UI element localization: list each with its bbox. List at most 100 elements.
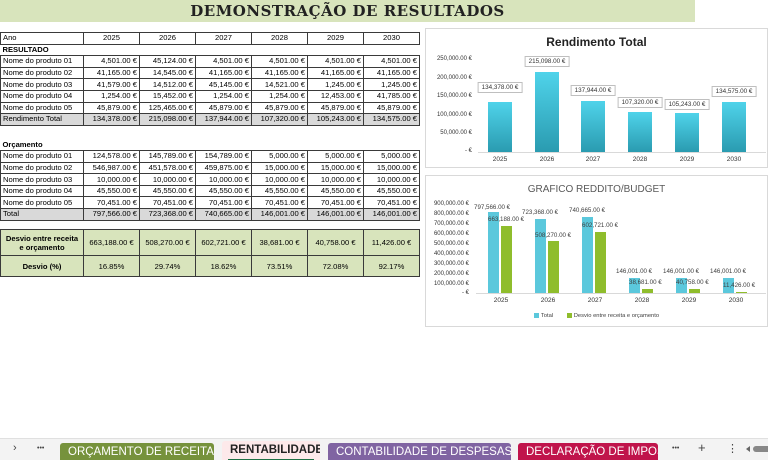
desvio-amount-cell[interactable]: 38,681.00 €	[251, 229, 308, 256]
desvio-percent-cell[interactable]: 16.85%	[83, 255, 140, 277]
desvio-amount-cell[interactable]: 663,188.00 €	[83, 229, 140, 256]
row-label[interactable]: Nome do produto 02	[0, 66, 84, 80]
value-cell[interactable]: 45,879.00 €	[195, 101, 252, 115]
total-bar-2029[interactable]	[676, 278, 687, 293]
value-cell[interactable]: 1,254.00 €	[195, 89, 252, 103]
value-cell[interactable]: 1,245.00 €	[307, 78, 364, 91]
value-cell[interactable]: 10,000.00 €	[83, 173, 140, 186]
more-sheets-right-icon[interactable]: •••	[672, 445, 680, 452]
desvio-percent-cell[interactable]: 73.51%	[251, 255, 308, 277]
value-cell[interactable]: 154,789.00 €	[195, 150, 252, 163]
value-cell[interactable]: 4,501.00 €	[307, 55, 364, 68]
value-cell[interactable]: 15,000.00 €	[307, 161, 364, 175]
row-label[interactable]: Nome do produto 05	[0, 196, 84, 210]
desvio-amount-label[interactable]: Desvio entre receita e orçamento	[0, 229, 84, 256]
scrollbar-handle[interactable]	[746, 446, 750, 452]
bar-2026[interactable]	[535, 72, 559, 152]
desvio-amount-cell[interactable]: 11,426.00 €	[363, 229, 420, 256]
bar-2025[interactable]	[488, 102, 512, 152]
value-cell[interactable]: 45,124.00 €	[139, 55, 196, 68]
total-cell[interactable]: 134,575.00 €	[363, 113, 420, 126]
year-cell[interactable]: 2025	[83, 32, 140, 45]
value-cell[interactable]: 124,578.00 €	[83, 150, 140, 163]
value-cell[interactable]: 45,550.00 €	[83, 184, 140, 198]
total-cell[interactable]: 105,243.00 €	[307, 113, 364, 126]
value-cell[interactable]: 70,451.00 €	[83, 196, 140, 210]
value-cell[interactable]: 15,000.00 €	[363, 161, 420, 175]
desvio-amount-cell[interactable]: 508,270.00 €	[139, 229, 196, 256]
value-cell[interactable]: 4,501.00 €	[83, 55, 140, 68]
value-cell[interactable]: 125,465.00 €	[139, 101, 196, 115]
total-bar-2030[interactable]	[723, 278, 734, 293]
legend-item-total[interactable]: Total	[533, 313, 553, 319]
row-label[interactable]: Nome do produto 04	[0, 184, 84, 198]
value-cell[interactable]: 41,165.00 €	[83, 66, 140, 80]
total-label[interactable]: Total	[0, 208, 84, 221]
value-cell[interactable]: 1,254.00 €	[83, 89, 140, 103]
total-bar-2026[interactable]	[535, 219, 546, 293]
total-bar-2028[interactable]	[629, 278, 640, 293]
value-cell[interactable]: 1,254.00 €	[251, 89, 308, 103]
value-cell[interactable]: 546,987.00 €	[83, 161, 140, 175]
value-cell[interactable]: 4,501.00 €	[251, 55, 308, 68]
row-label[interactable]: Nome do produto 03	[0, 173, 84, 186]
value-cell[interactable]: 45,550.00 €	[251, 184, 308, 198]
total-cell[interactable]: 723,368.00 €	[139, 208, 196, 221]
value-cell[interactable]: 70,451.00 €	[363, 196, 420, 210]
desvio-bar-2026[interactable]	[548, 241, 559, 293]
total-cell[interactable]: 146,001.00 €	[363, 208, 420, 221]
value-cell[interactable]: 15,000.00 €	[251, 161, 308, 175]
desvio-percent-cell[interactable]: 72.08%	[307, 255, 364, 277]
tab-orcamento-de-receitas[interactable]: ORÇAMENTO DE RECEITAS	[60, 443, 214, 460]
total-cell[interactable]: 134,378.00 €	[83, 113, 140, 126]
value-cell[interactable]: 45,550.00 €	[307, 184, 364, 198]
year-cell[interactable]: 2028	[251, 32, 308, 45]
row-label[interactable]: Nome do produto 04	[0, 89, 84, 103]
row-label[interactable]: Nome do produto 01	[0, 150, 84, 163]
bar-2030[interactable]	[722, 102, 746, 152]
rendimento-total-chart[interactable]: Rendimento Total 250,000.00 € 200,000.00…	[425, 28, 768, 168]
bar-2028[interactable]	[628, 112, 652, 152]
tab-contabilidade-de-despesas[interactable]: CONTABILIDADE DE DESPESAS	[328, 443, 511, 460]
tab-rentabilidade[interactable]: RENTABILIDADE	[222, 441, 320, 460]
total-cell[interactable]: 740,665.00 €	[195, 208, 252, 221]
value-cell[interactable]: 41,165.00 €	[195, 66, 252, 80]
total-bar-2027[interactable]	[582, 217, 593, 293]
value-cell[interactable]: 45,550.00 €	[363, 184, 420, 198]
value-cell[interactable]: 12,453.00 €	[307, 89, 364, 103]
value-cell[interactable]: 10,000.00 €	[251, 173, 308, 186]
value-cell[interactable]: 459,875.00 €	[195, 161, 252, 175]
total-cell[interactable]: 107,320.00 €	[251, 113, 308, 126]
next-sheet-icon[interactable]: ›	[13, 442, 17, 454]
row-label[interactable]: Nome do produto 02	[0, 161, 84, 175]
value-cell[interactable]: 45,879.00 €	[251, 101, 308, 115]
total-label[interactable]: Rendimento Total	[0, 113, 84, 126]
value-cell[interactable]: 14,521.00 €	[251, 78, 308, 91]
total-cell[interactable]: 146,001.00 €	[307, 208, 364, 221]
value-cell[interactable]: 451,578.00 €	[139, 161, 196, 175]
row-label[interactable]: Nome do produto 03	[0, 78, 84, 91]
horizontal-scrollbar[interactable]	[753, 446, 768, 452]
value-cell[interactable]: 45,879.00 €	[83, 101, 140, 115]
value-cell[interactable]: 45,879.00 €	[307, 101, 364, 115]
value-cell[interactable]: 41,165.00 €	[251, 66, 308, 80]
value-cell[interactable]: 5,000.00 €	[363, 150, 420, 163]
desvio-percent-cell[interactable]: 18.62%	[195, 255, 252, 277]
more-sheets-left-icon[interactable]: •••	[37, 445, 45, 452]
value-cell[interactable]: 14,545.00 €	[139, 66, 196, 80]
value-cell[interactable]: 41,579.00 €	[83, 78, 140, 91]
value-cell[interactable]: 145,789.00 €	[139, 150, 196, 163]
value-cell[interactable]: 5,000.00 €	[307, 150, 364, 163]
row-label[interactable]: Nome do produto 01	[0, 55, 84, 68]
value-cell[interactable]: 15,452.00 €	[139, 89, 196, 103]
year-cell[interactable]: 2029	[307, 32, 364, 45]
desvio-bar-2029[interactable]	[689, 289, 700, 293]
value-cell[interactable]: 70,451.00 €	[139, 196, 196, 210]
total-cell[interactable]: 137,944.00 €	[195, 113, 252, 126]
desvio-bar-2028[interactable]	[642, 289, 653, 293]
value-cell[interactable]: 70,451.00 €	[307, 196, 364, 210]
desvio-percent-cell[interactable]: 92.17%	[363, 255, 420, 277]
year-cell[interactable]: 2027	[195, 32, 252, 45]
desvio-percent-label[interactable]: Desvio (%)	[0, 255, 84, 277]
row-label[interactable]: Nome do produto 05	[0, 101, 84, 115]
